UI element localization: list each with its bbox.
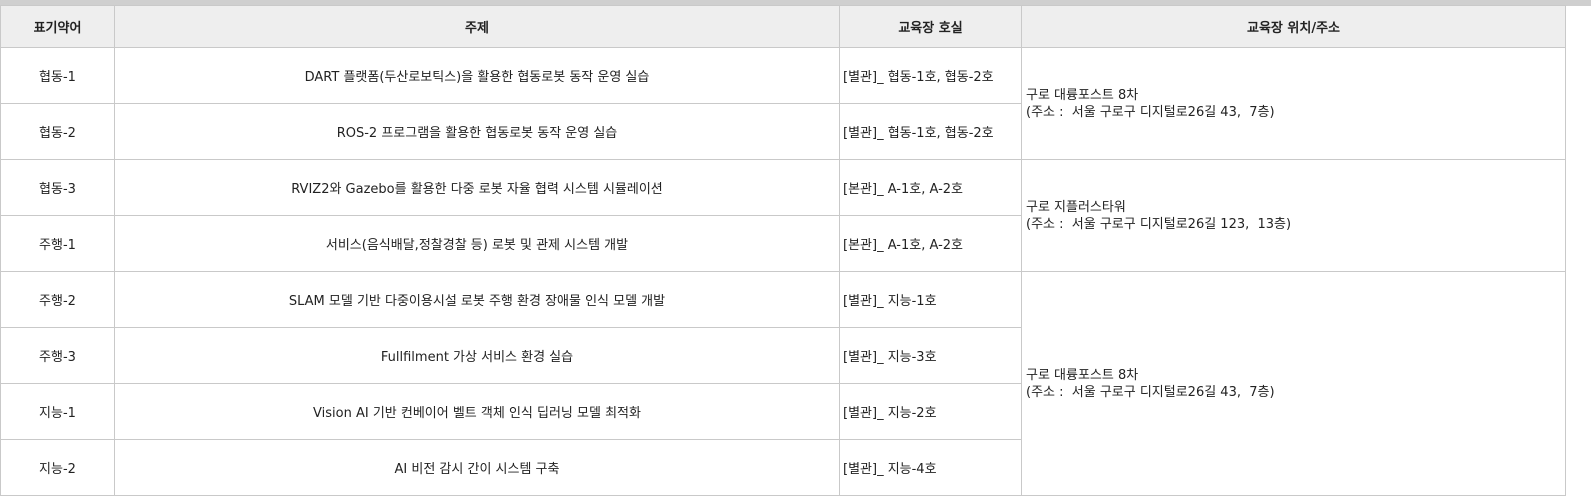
location-name: 구로 대륭포스트 8차 [1026, 87, 1139, 103]
cell-topic: SLAM 모델 기반 다중이용시설 로봇 주행 환경 장애물 인식 모델 개발 [114, 271, 840, 328]
cell-location: 구로 대륭포스트 8차 (주소 : 서울 구로구 디지털로26길 43, 7층) [1021, 47, 1566, 160]
cell-location: 구로 대륭포스트 8차 (주소 : 서울 구로구 디지털로26길 43, 7층) [1021, 271, 1566, 496]
location-address: (주소 : 서울 구로구 디지털로26길 43, 7층) [1026, 384, 1275, 400]
cell-room: [별관]_ 지능-4호 [839, 439, 1022, 496]
cell-topic: 서비스(음식배달,정찰경찰 등) 로봇 및 관제 시스템 개발 [114, 215, 840, 272]
table-row: 협동-3 RVIZ2와 Gazebo를 활용한 다중 로봇 자율 협력 시스템 … [0, 159, 1566, 272]
table-row: 주행-1 서비스(음식배달,정찰경찰 등) 로봇 및 관제 시스템 개발 [본관… [0, 215, 1566, 272]
cell-room: [별관]_ 지능-3호 [839, 327, 1022, 384]
cell-location: 구로 지플러스타워 (주소 : 서울 구로구 디지털로26길 123, 13층) [1021, 159, 1566, 272]
table-row: 협동-1 DART 플랫폼(두산로보틱스)을 활용한 협동로봇 동작 운영 실습… [0, 47, 1566, 160]
header-room: 교육장 호실 [839, 5, 1022, 48]
cell-room: [별관]_ 지능-1호 [839, 271, 1022, 328]
cell-abbr: 주행-1 [0, 215, 115, 272]
location-name: 구로 지플러스타워 [1026, 199, 1126, 215]
cell-abbr: 협동-1 [0, 47, 115, 104]
cell-abbr: 주행-2 [0, 271, 115, 328]
cell-topic: RVIZ2와 Gazebo를 활용한 다중 로봇 자율 협력 시스템 시뮬레이션 [114, 159, 840, 216]
header-location: 교육장 위치/주소 [1021, 5, 1566, 48]
cell-abbr: 협동-2 [0, 103, 115, 160]
table-row: 지능-1 Vision AI 기반 컨베이어 벨트 객체 인식 딥러닝 모델 최… [0, 383, 1566, 440]
cell-abbr: 주행-3 [0, 327, 115, 384]
cell-abbr: 협동-3 [0, 159, 115, 216]
location-address: (주소 : 서울 구로구 디지털로26길 43, 7층) [1026, 104, 1275, 120]
cell-room: [본관]_ A-1호, A-2호 [839, 215, 1022, 272]
course-table: 표기약어 주제 교육장 호실 교육장 위치/주소 협동-1 DART 플랫폼(두… [0, 5, 1566, 496]
cell-topic: DART 플랫폼(두산로보틱스)을 활용한 협동로봇 동작 운영 실습 [114, 47, 840, 104]
cell-topic: Vision AI 기반 컨베이어 벨트 객체 인식 딥러닝 모델 최적화 [114, 383, 840, 440]
location-name: 구로 대륭포스트 8차 [1026, 367, 1139, 383]
table-row: 주행-3 Fullfilment 가상 서비스 환경 실습 [별관]_ 지능-3… [0, 327, 1566, 384]
cell-topic: ROS-2 프로그램을 활용한 협동로봇 동작 운영 실습 [114, 103, 840, 160]
cell-topic: Fullfilment 가상 서비스 환경 실습 [114, 327, 840, 384]
table-row: 주행-2 SLAM 모델 기반 다중이용시설 로봇 주행 환경 장애물 인식 모… [0, 271, 1566, 496]
cell-room: [별관]_ 협동-1호, 협동-2호 [839, 103, 1022, 160]
header-topic: 주제 [114, 5, 840, 48]
table-row: 지능-2 AI 비전 감시 간이 시스템 구축 [별관]_ 지능-4호 [0, 439, 1566, 496]
table-header-row: 표기약어 주제 교육장 호실 교육장 위치/주소 [0, 5, 1566, 48]
top-border [0, 0, 1591, 6]
cell-room: [별관]_ 지능-2호 [839, 383, 1022, 440]
table-row: 협동-2 ROS-2 프로그램을 활용한 협동로봇 동작 운영 실습 [별관]_… [0, 103, 1566, 160]
cell-abbr: 지능-2 [0, 439, 115, 496]
cell-abbr: 지능-1 [0, 383, 115, 440]
cell-room: [별관]_ 협동-1호, 협동-2호 [839, 47, 1022, 104]
location-address: (주소 : 서울 구로구 디지털로26길 123, 13층) [1026, 216, 1292, 232]
header-abbr: 표기약어 [0, 5, 115, 48]
cell-room: [본관]_ A-1호, A-2호 [839, 159, 1022, 216]
cell-topic: AI 비전 감시 간이 시스템 구축 [114, 439, 840, 496]
